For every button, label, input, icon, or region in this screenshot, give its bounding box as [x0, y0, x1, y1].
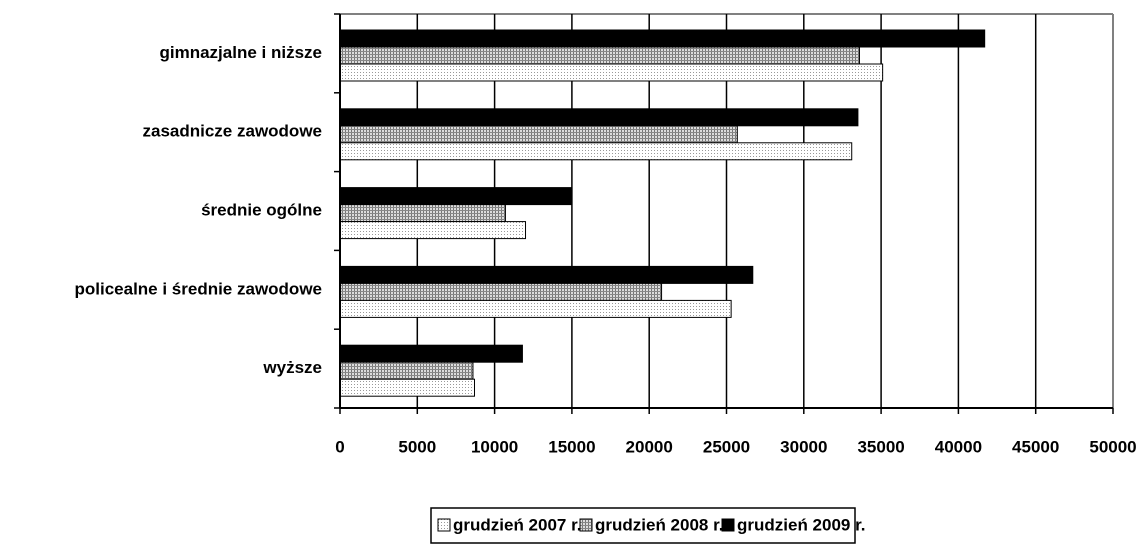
x-tick-label: 40000: [935, 437, 982, 456]
x-tick-label: 50000: [1089, 437, 1136, 456]
bar: [339, 344, 523, 363]
legend-label: grudzień 2009 r.: [737, 515, 866, 534]
legend-swatch: [721, 518, 735, 532]
x-tick-label: 20000: [626, 437, 673, 456]
y-tick-label: średnie ogólne: [201, 200, 322, 219]
bar: [339, 361, 474, 380]
legend-box: [430, 507, 856, 544]
bar: [339, 265, 754, 284]
y-tick-label: wyższe: [262, 358, 322, 377]
bar: [339, 125, 738, 144]
x-tick-label: 15000: [548, 437, 595, 456]
legend-swatch: [437, 518, 451, 532]
bar: [339, 142, 853, 161]
bar: [339, 378, 476, 397]
y-tick-label: policealne i średnie zawodowe: [74, 279, 322, 298]
x-tick-label: 35000: [857, 437, 904, 456]
x-tick-label: 30000: [780, 437, 827, 456]
bar: [339, 46, 860, 65]
x-tick-label: 10000: [471, 437, 518, 456]
y-tick-label: gimnazjalne i niższe: [160, 43, 323, 62]
bar: [339, 221, 527, 240]
legend-swatch: [579, 518, 593, 532]
bar: [339, 204, 506, 223]
y-tick-label: zasadnicze zawodowe: [143, 122, 323, 141]
bar: [339, 63, 884, 82]
x-tick-label: 25000: [703, 437, 750, 456]
x-tick-label: 0: [335, 437, 344, 456]
bar: [339, 282, 663, 301]
legend-label: grudzień 2007 r.: [453, 515, 582, 534]
x-tick-label: 5000: [398, 437, 436, 456]
legend-label: grudzień 2008 r.: [595, 515, 724, 534]
bar: [339, 108, 859, 127]
x-tick-label: 45000: [1012, 437, 1059, 456]
bar: [339, 29, 986, 48]
bar: [339, 299, 732, 318]
bar: [339, 187, 572, 206]
